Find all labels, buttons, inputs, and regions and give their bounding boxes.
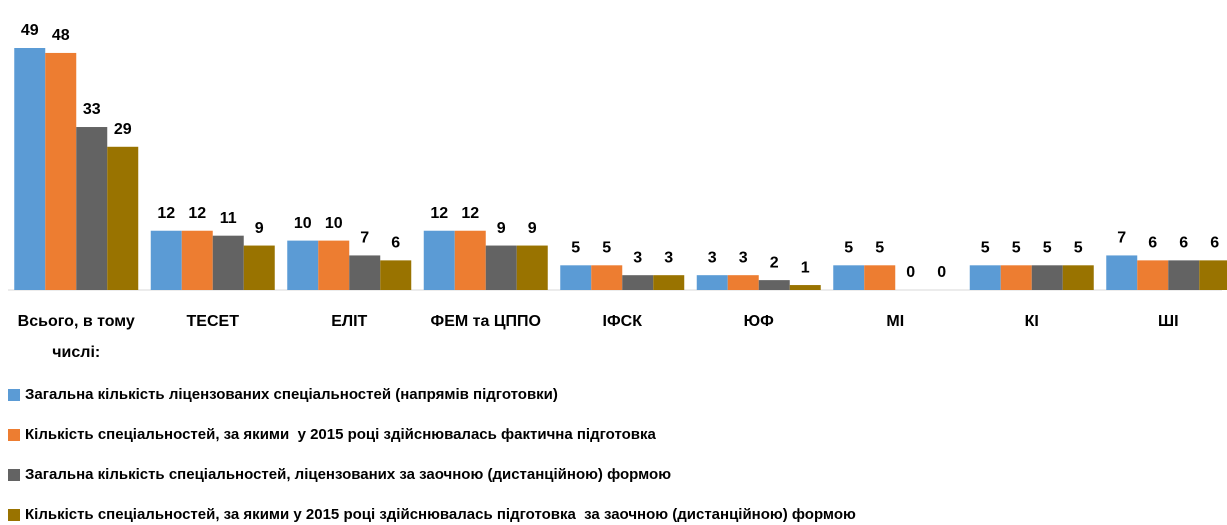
bar [76, 127, 108, 290]
bar [1137, 260, 1169, 290]
legend-swatch [8, 428, 20, 441]
value-label: 5 [981, 240, 990, 257]
value-label: 48 [52, 27, 70, 44]
bar [423, 230, 455, 290]
value-label: 3 [708, 249, 717, 266]
bar [758, 280, 790, 290]
value-label: 12 [461, 205, 479, 222]
bar [789, 285, 821, 290]
value-label: 7 [360, 230, 369, 247]
value-label: 3 [739, 249, 748, 266]
x-tick-label: МІ [886, 313, 905, 330]
value-label: 6 [1210, 235, 1219, 252]
x-tick-label: Всього, в тому числі: [17, 313, 135, 361]
bar [14, 48, 46, 290]
bar [349, 255, 381, 290]
bar [560, 265, 592, 290]
value-label: 7 [1117, 230, 1126, 247]
bar [833, 265, 865, 290]
value-label: 5 [875, 240, 884, 257]
x-tick-label: ЮФ [743, 313, 774, 330]
value-label: 6 [1148, 235, 1157, 252]
value-label: 9 [255, 220, 264, 237]
value-label: 9 [528, 220, 537, 237]
bar [243, 245, 275, 290]
x-tick-label: ШІ [1157, 313, 1179, 330]
bar [45, 52, 77, 290]
value-label: 10 [325, 215, 343, 232]
value-label: 33 [83, 101, 101, 118]
value-label: 5 [571, 240, 580, 257]
x-tick-label: ЕЛІТ [331, 313, 368, 330]
value-label: 3 [664, 249, 673, 266]
bar [1168, 260, 1200, 290]
value-label: 6 [391, 235, 400, 252]
x-tick-label: КІ [1024, 313, 1039, 330]
value-label: 5 [602, 240, 611, 257]
legend-item: Кількість спеціальностей, за якими у 201… [8, 426, 656, 443]
bar [727, 275, 759, 290]
bar [1000, 265, 1032, 290]
legend-swatch [8, 468, 20, 481]
bar [516, 245, 548, 290]
value-label: 5 [844, 240, 853, 257]
legend-swatch [8, 508, 20, 521]
bar [591, 265, 623, 290]
bar [864, 265, 896, 290]
value-label: 2 [770, 254, 779, 271]
value-label: 9 [497, 220, 506, 237]
legend-label: Загальна кількість ліцензованих спеціаль… [25, 386, 558, 403]
value-label: 5 [1012, 240, 1021, 257]
bar [622, 275, 654, 290]
x-tick-label: ТЕСЕТ [186, 313, 239, 330]
bar [287, 240, 319, 290]
bar [380, 260, 412, 290]
bar [485, 245, 517, 290]
legend-label: Загальна кількість спеціальностей, ліцен… [25, 466, 672, 483]
legend-item: Кількість спеціальностей, за якими у 201… [8, 506, 856, 523]
value-label: 11 [220, 210, 237, 227]
bar [1106, 255, 1138, 290]
x-tick-label: ФЕМ та ЦППО [430, 313, 541, 330]
bar [1062, 265, 1094, 290]
bar [318, 240, 350, 290]
value-label: 12 [157, 205, 175, 222]
legend-label: Кількість спеціальностей, за якими у 201… [25, 506, 856, 523]
legend-swatch [8, 388, 20, 401]
bar [696, 275, 728, 290]
legend-item: Загальна кількість спеціальностей, ліцен… [8, 466, 671, 483]
value-label: 49 [21, 22, 39, 39]
value-label: 0 [937, 264, 946, 281]
bar [107, 146, 139, 290]
value-label: 6 [1179, 235, 1188, 252]
x-tick-label: ІФСК [602, 313, 642, 330]
value-label: 10 [294, 215, 312, 232]
bar [212, 235, 244, 290]
legend-item: Загальна кількість ліцензованих спеціаль… [8, 386, 558, 403]
value-label: 5 [1074, 240, 1083, 257]
bar [454, 230, 486, 290]
bar [969, 265, 1001, 290]
bar [653, 275, 685, 290]
bar [150, 230, 182, 290]
value-label: 3 [633, 249, 642, 266]
value-label: 1 [801, 259, 810, 276]
bar [1031, 265, 1063, 290]
value-label: 29 [114, 121, 132, 138]
value-label: 12 [430, 205, 448, 222]
bar [181, 230, 213, 290]
bar [1199, 260, 1227, 290]
value-label: 5 [1043, 240, 1052, 257]
value-label: 12 [188, 205, 206, 222]
legend-label: Кількість спеціальностей, за якими у 201… [25, 426, 656, 443]
value-label: 0 [906, 264, 915, 281]
